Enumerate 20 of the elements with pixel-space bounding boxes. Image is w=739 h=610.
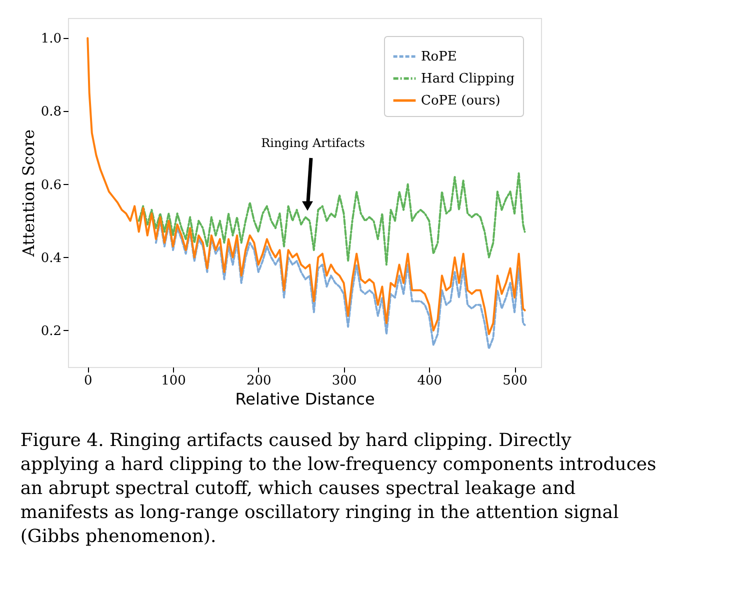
x-tick-label: 500 <box>502 374 528 388</box>
y-axis-title: Attention Score <box>18 129 38 258</box>
line-series <box>138 172 526 266</box>
line-series <box>86 37 526 336</box>
x-tick-label: 0 <box>84 374 92 388</box>
x-tick-label: 300 <box>332 374 357 388</box>
x-tick-label: 400 <box>417 374 442 388</box>
annotation: Ringing Artifacts <box>261 136 365 150</box>
x-tick-label: 200 <box>246 374 272 388</box>
x-axis-title: Relative Distance <box>235 390 375 408</box>
y-tick-label: 0.8 <box>40 104 62 120</box>
y-tick-label: 1.0 <box>40 32 62 47</box>
y-tick-label: 0.6 <box>40 178 62 193</box>
legend-label: Hard Clipping <box>421 72 515 86</box>
y-tick-label: 0.2 <box>40 324 62 339</box>
y-tick-label: 0.4 <box>40 250 62 266</box>
caption: Figure 4. Ringing artifacts caused by hard clipping. Directly applying a hard clipping to the low-frequency components introduces an abrupt spectral cutoff, which causes spectral leakage and manifests as long-range oscillatory ringing in the attention signal (Gibbs phenomenon). <box>20 430 656 547</box>
x-tick-label: 100 <box>161 374 186 388</box>
legend-label: RoPE <box>421 50 457 64</box>
legend-label: CoPE (ours) <box>421 94 500 108</box>
